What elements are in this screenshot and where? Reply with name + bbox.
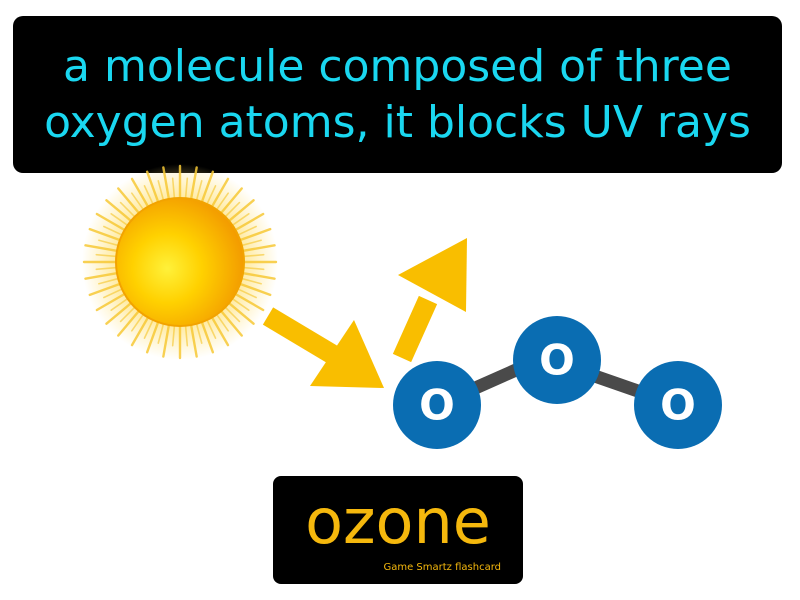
sun-ray <box>143 185 155 207</box>
sun-ray <box>95 253 120 258</box>
sun-ray <box>143 317 155 339</box>
sun-ray <box>229 213 250 228</box>
left-oxygen-symbol: O <box>419 381 455 430</box>
sun-ray <box>223 201 241 219</box>
center-oxygen-symbol: O <box>539 336 575 385</box>
sun-ray <box>195 321 203 344</box>
sun-ray <box>84 244 121 253</box>
sun-ray <box>240 253 265 258</box>
sun-ray <box>209 177 230 210</box>
right-oxygen-symbol: O <box>660 381 696 430</box>
sun-ray <box>223 305 241 323</box>
sun-ray <box>145 170 160 205</box>
sun-ray <box>130 177 151 210</box>
sun-ray <box>237 227 272 242</box>
sun-ray <box>162 321 171 358</box>
definition-box: a molecule composed of three oxygen atom… <box>13 16 782 173</box>
sun-ray <box>103 225 125 237</box>
sun-ray <box>119 305 137 323</box>
sun-ray <box>214 311 229 332</box>
sun-ray <box>103 287 125 299</box>
sun-ray <box>157 321 165 344</box>
sun-ray <box>145 319 160 354</box>
definition-line-1: a molecule composed of three <box>63 40 732 92</box>
sun-ray <box>200 170 215 205</box>
sun-ray <box>95 212 128 233</box>
sun-ray <box>98 239 121 247</box>
sun-ray <box>218 308 243 337</box>
sun-ray <box>218 187 243 216</box>
sun-ray <box>189 321 198 358</box>
definition-line-2: oxygen atoms, it blocks UV rays <box>44 96 751 148</box>
sun-ray <box>205 185 217 207</box>
sun-ray <box>184 177 189 202</box>
sun-ray <box>95 291 128 312</box>
incoming-uv-arrow-icon <box>262 307 384 388</box>
sun-ray <box>117 308 142 337</box>
sun-icon <box>82 164 278 360</box>
sun-ray <box>226 199 255 224</box>
sun-ray <box>200 319 215 354</box>
ozone-molecule-icon: O O O <box>393 316 722 449</box>
left-oxygen-atom: O <box>393 361 481 449</box>
sun-ray <box>157 180 165 203</box>
sun-ray <box>95 266 120 271</box>
right-oxygen-atom: O <box>634 361 722 449</box>
sun-ray <box>235 225 257 237</box>
sun-ray <box>162 166 171 203</box>
sun-ray <box>195 180 203 203</box>
sun-ray <box>209 314 230 347</box>
sun-ray <box>110 296 131 311</box>
sun-ray <box>130 314 151 347</box>
sun-ray <box>235 287 257 299</box>
sun-ray <box>110 213 131 228</box>
sun-ray <box>239 277 262 285</box>
sun-ray <box>240 266 265 271</box>
sun-ray <box>171 177 176 202</box>
sun-ray <box>239 244 276 253</box>
sun-ray <box>232 291 265 312</box>
brand-label: Game Smartz flashcard <box>383 562 501 573</box>
sun-ray <box>117 187 142 216</box>
sun-ray <box>189 166 198 203</box>
sun-ray <box>229 296 250 311</box>
sun-ray <box>232 212 265 233</box>
sun-ray <box>184 322 189 347</box>
sun-ray <box>226 300 255 325</box>
sun-ray <box>119 201 137 219</box>
center-oxygen-atom: O <box>513 316 601 404</box>
sun-ray <box>131 311 146 332</box>
sun-ray <box>105 199 134 224</box>
sun-ray <box>239 239 262 247</box>
sun-ray <box>205 317 217 339</box>
sun-ray <box>88 227 123 242</box>
sun-ray <box>131 192 146 213</box>
sun-ray <box>88 282 123 297</box>
sun-ray <box>171 322 176 347</box>
sun-ray <box>105 300 134 325</box>
sun-ray <box>239 271 276 280</box>
sun-ray <box>84 271 121 280</box>
reflected-uv-arrow-icon <box>392 238 467 363</box>
term-box: ozone Game Smartz flashcard <box>273 476 523 584</box>
sun-ray <box>237 282 272 297</box>
term-word: ozone <box>305 485 491 558</box>
sun-ray <box>98 277 121 285</box>
sun-ray <box>214 192 229 213</box>
